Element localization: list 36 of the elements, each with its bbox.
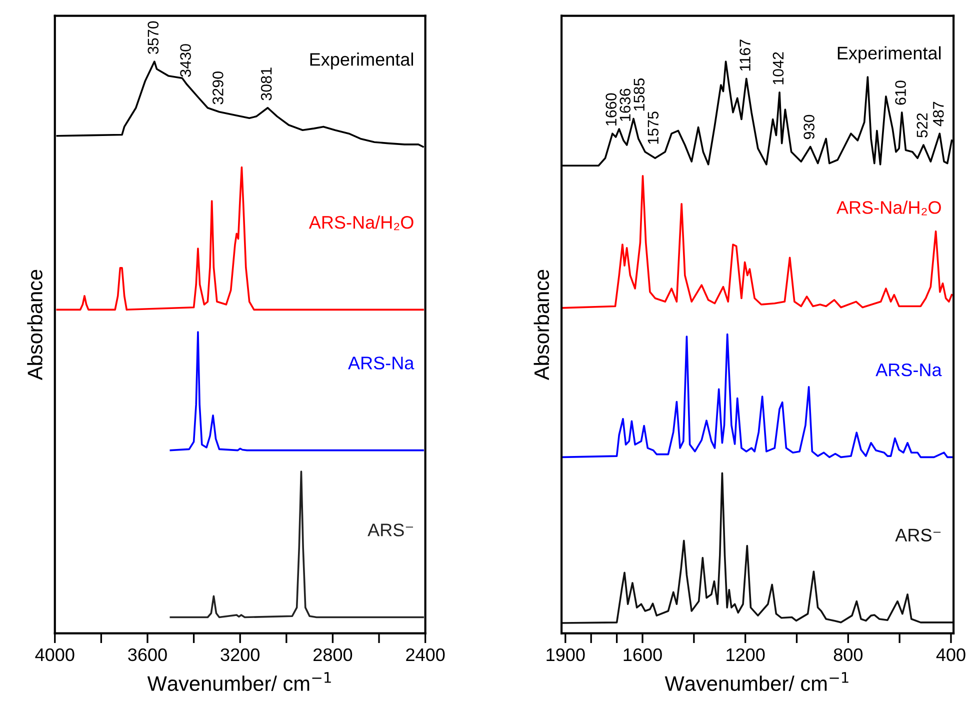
annotation: 1042 [772,52,784,84]
text: ARS⁻ [368,524,413,536]
x-tick-label: 400 [936,648,966,662]
annotation: 3430 [180,44,191,77]
x-tick-label: 800 [834,648,863,662]
annotation: 487 [932,102,944,126]
annotation: 3081 [260,68,272,100]
x-tick-label: 1200 [726,648,765,662]
annotation: 1636 [620,88,631,121]
text: ARS-Na [348,356,414,370]
annotation: 3570 [148,21,159,54]
x-axis-title: Wavenumber/ cm$^{−1}$ [664,672,848,691]
text: ARS-Na [876,363,942,376]
x-axis-title: Wavenumber/ cm$^{−1}$ [147,672,331,691]
x-tick-label: 2800 [314,648,352,662]
x-tick-label: 3200 [220,648,260,662]
annotation: 3290 [212,72,224,104]
annotation: 1585 [634,78,645,111]
x-tick-label: 3600 [128,648,167,662]
annotation: 930 [804,114,814,140]
annotation: 610 [895,80,906,105]
text: Experimental [310,52,414,70]
x-tick-label: 1900 [546,648,585,662]
annotation: 1167 [740,40,750,71]
x-tick-label: 1600 [624,648,662,662]
annotation: 522 [916,113,928,138]
y-axis-title: Absorbance [534,270,550,380]
x-tick-label: 2400 [406,648,445,662]
text: ARS-Na/H₂O [308,215,414,230]
annotation: 1660 [606,93,617,126]
series-label: Experimental [838,46,941,64]
text: ARS⁻ [895,528,941,542]
x-tick-label: 4000 [35,648,74,662]
series-label: ARS-Na/H₂O [836,200,941,216]
annotation: 1575 [648,112,659,144]
y-axis-title: Absorbance [27,270,42,380]
